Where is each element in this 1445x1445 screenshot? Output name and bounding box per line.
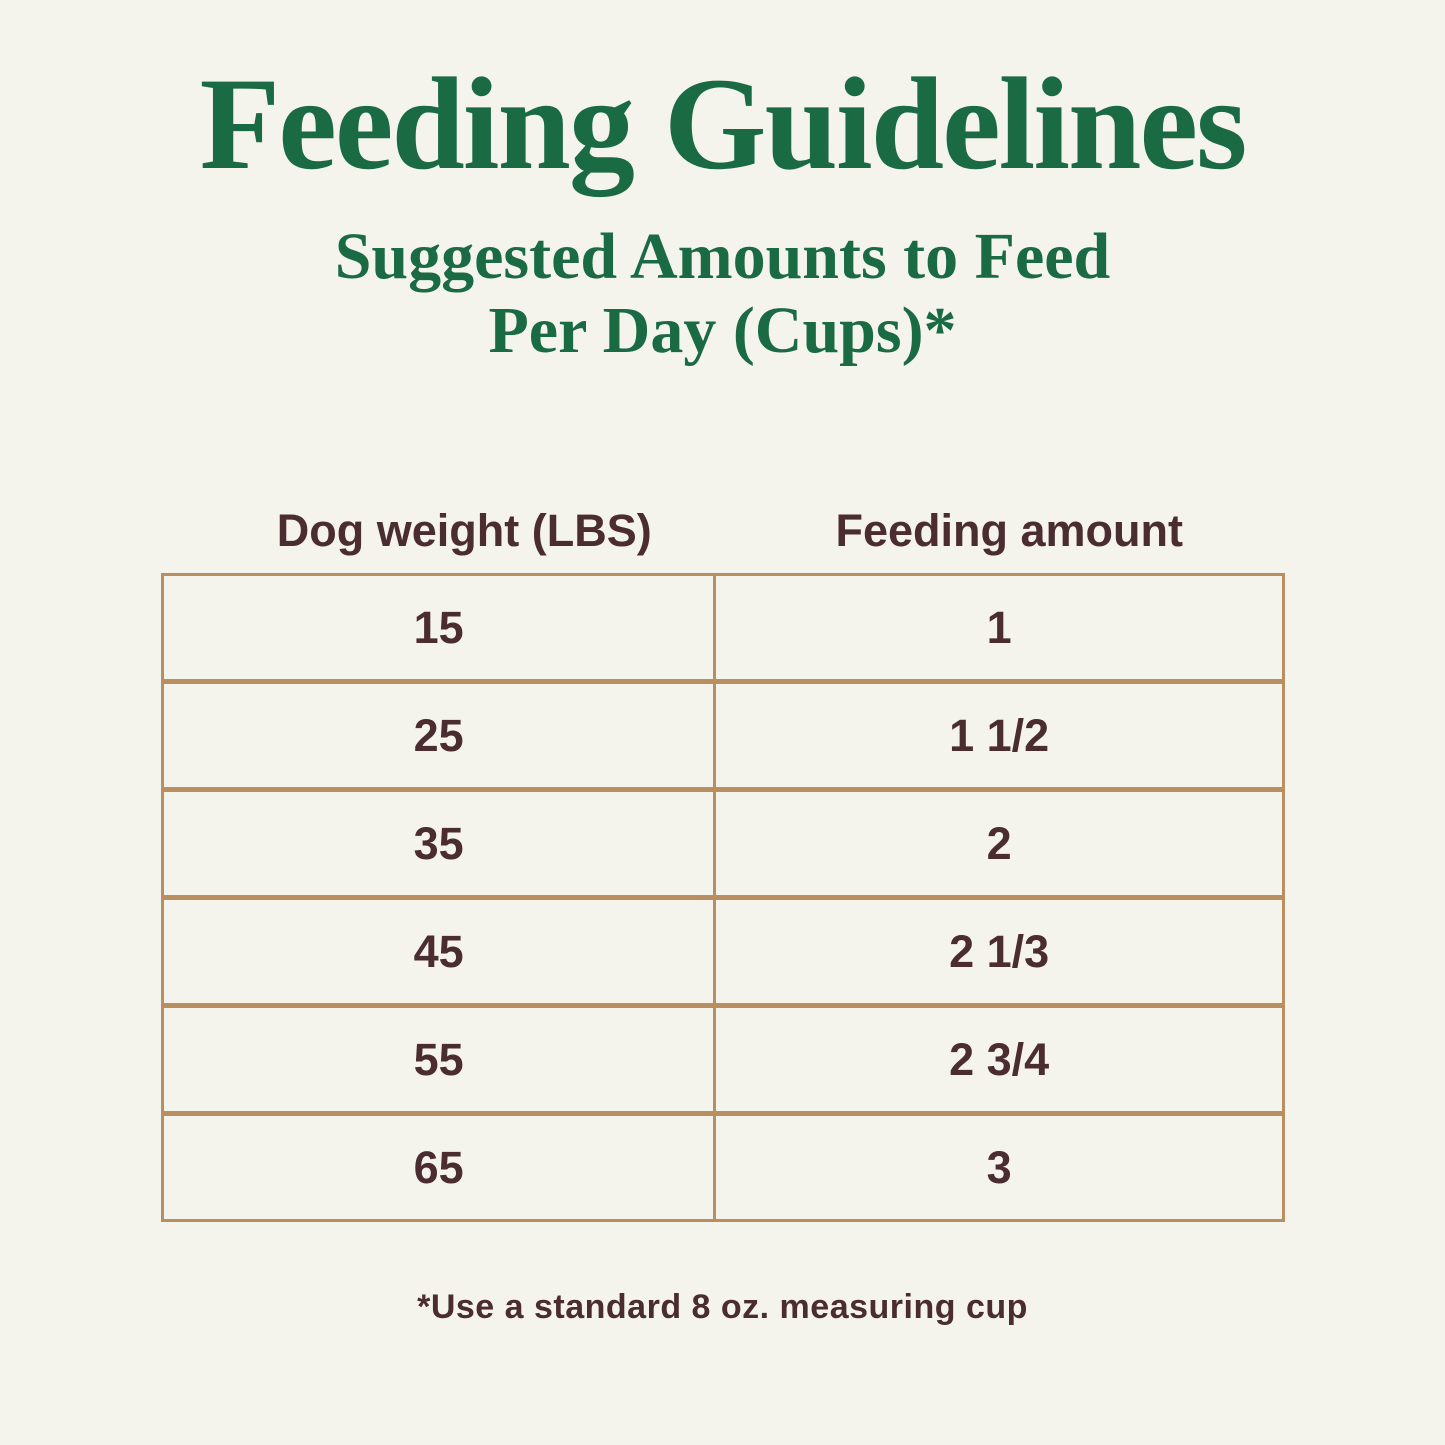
dog-weight-cell: 55 [164,1008,717,1111]
dog-weight-cell: 25 [164,684,717,787]
table-row: 35 2 [161,789,1285,898]
subtitle-line-2: Per Day (Cups)* [488,293,957,367]
feeding-amount-cell: 2 3/4 [949,1033,1050,1085]
dog-weight-cell: 65 [164,1116,717,1219]
footnote: *Use a standard 8 oz. measuring cup [417,1288,1028,1326]
table-column-headers: Dog weight (LBS) Feeding amount [161,505,1285,557]
feeding-amount-cell: 2 [986,817,1012,869]
feeding-amount-cell: 1 1/2 [949,709,1050,761]
feeding-amount-cell: 1 [986,601,1012,653]
table-row: 15 1 [161,573,1285,682]
page-title: Feeding Guidelines [199,50,1248,197]
feeding-amount-cell: 2 1/3 [949,925,1050,977]
table-body: 15 1 25 1 1/2 35 2 45 2 1/3 55 2 3/4 65 … [161,573,1285,1222]
dog-weight-cell: 45 [164,900,717,1003]
feeding-table: Dog weight (LBS) Feeding amount 15 1 25 … [161,505,1285,1222]
table-row: 25 1 1/2 [161,681,1285,790]
column-header-feeding-amount: Feeding amount [835,505,1183,556]
dog-weight-cell: 35 [164,792,717,895]
table-row: 55 2 3/4 [161,1005,1285,1114]
table-row: 65 3 [161,1113,1285,1222]
table-row: 45 2 1/3 [161,897,1285,1006]
column-header-dog-weight: Dog weight (LBS) [276,505,652,556]
dog-weight-cell: 15 [164,576,717,679]
page-subtitle: Suggested Amounts to Feed Per Day (Cups)… [0,220,1445,368]
subtitle-line-1: Suggested Amounts to Feed [334,220,1111,293]
feeding-amount-cell: 3 [986,1141,1012,1193]
